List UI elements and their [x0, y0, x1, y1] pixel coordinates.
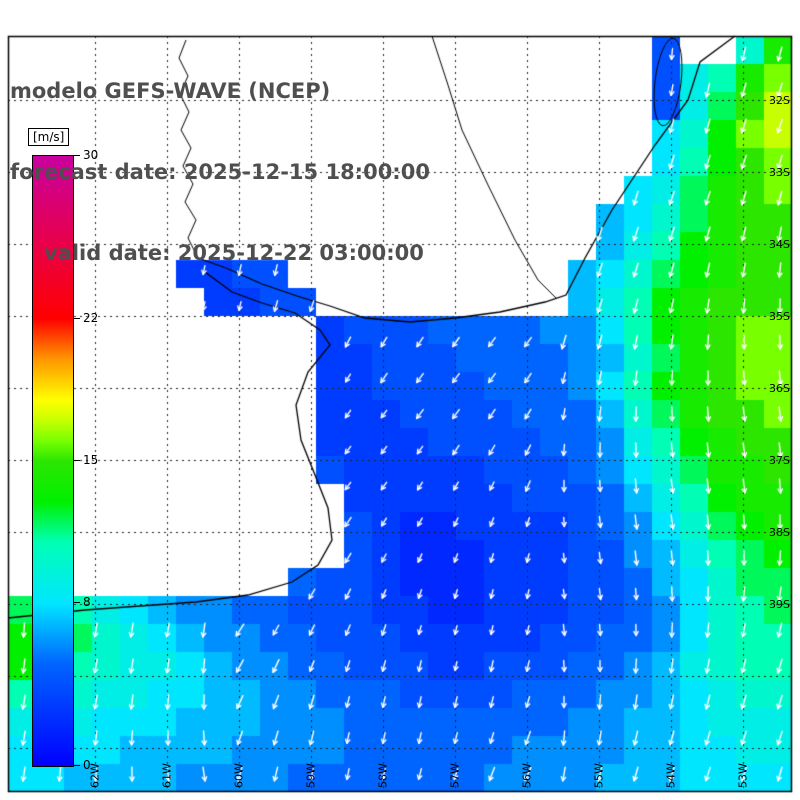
colorbar-tick-label: 30 [74, 148, 98, 162]
lat-label: 32S [769, 94, 790, 107]
colorbar-tick-value: 0 [83, 758, 91, 772]
lon-label: 55W [592, 763, 606, 788]
colorbar-tick-mark [74, 602, 80, 604]
lon-label: 57W [448, 763, 462, 788]
colorbar-tick-mark [74, 765, 80, 766]
colorbar-tick-value: 8 [83, 595, 91, 610]
colorbar-tick-label: 15 [74, 453, 98, 467]
lat-label: 36S [769, 382, 790, 395]
model-title: modelo GEFS-WAVE (NCEP) [10, 79, 331, 103]
colorbar-units-label: [m/s] [28, 128, 70, 146]
colorbar-tick-value: 22 [83, 310, 99, 325]
colorbar-tick-label: 0 [74, 758, 91, 772]
colorbar-tick-mark [74, 317, 80, 319]
colorbar-tick-mark [74, 460, 80, 461]
colorbar-tick-value: 15 [83, 453, 99, 467]
colorbar-tick-label: 8 [74, 595, 91, 609]
lat-label: 39S [769, 598, 790, 611]
lat-label: 38S [769, 526, 790, 539]
lon-label: 59W [304, 763, 318, 788]
colorbar-gradient [32, 155, 74, 767]
forecast-date-line: forecast date: 2025-12-15 18:00:00 [10, 160, 430, 184]
colorbar-tick-label: 22 [74, 311, 98, 325]
lon-label: 62W [88, 763, 102, 788]
valid-date-line: valid date: 2025-12-22 03:00:00 [44, 241, 424, 265]
lon-label: 54W [664, 763, 678, 788]
lon-label: 61W [160, 763, 174, 788]
lon-label: 56W [520, 763, 534, 788]
colorbar-legend: [m/s] 30 22 15 8 0 [28, 128, 138, 793]
lon-label: 58W [376, 763, 390, 788]
lat-label: 37S [769, 454, 790, 467]
lat-label: 33S [769, 166, 790, 179]
lon-label: 53W [736, 763, 750, 788]
lat-label: 35S [769, 310, 790, 323]
colorbar-tick-mark [74, 155, 80, 156]
lat-label: 34S [769, 238, 790, 251]
colorbar-tick-value: 30 [83, 148, 99, 162]
lon-label: 60W [232, 763, 246, 788]
title-block: modelo GEFS-WAVE (NCEP) forecast date: 2… [10, 24, 430, 321]
